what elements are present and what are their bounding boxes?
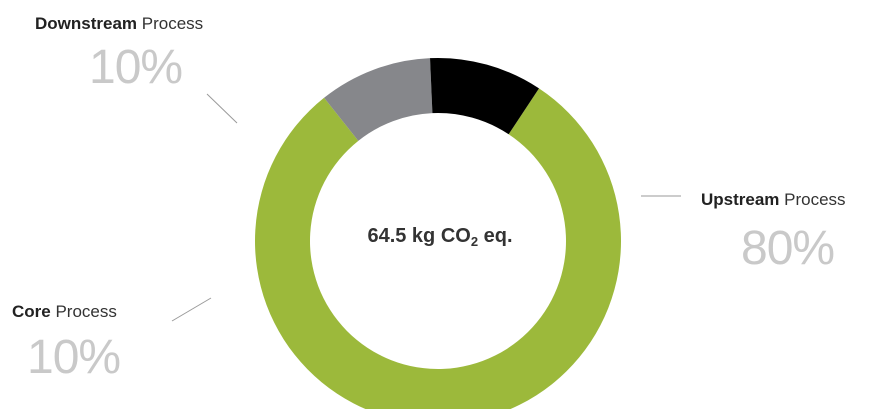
legend-label-upstream: Upstream Process [701, 190, 846, 209]
donut-slice-downstream [430, 57, 540, 135]
leader-line-core [171, 297, 212, 322]
value-label-upstream: 80% [741, 222, 835, 275]
leader-line-downstream [206, 93, 238, 124]
donut-slice-core [324, 58, 433, 141]
legend-label-downstream: Downstream Process [35, 14, 204, 33]
legend-label-core: Core Process [12, 302, 117, 321]
value-label-core: 10% [27, 331, 121, 384]
donut-slices [255, 57, 621, 409]
value-label-downstream: 10% [89, 41, 183, 94]
center-total-label: 64.5 kg CO2 eq. [367, 225, 513, 249]
